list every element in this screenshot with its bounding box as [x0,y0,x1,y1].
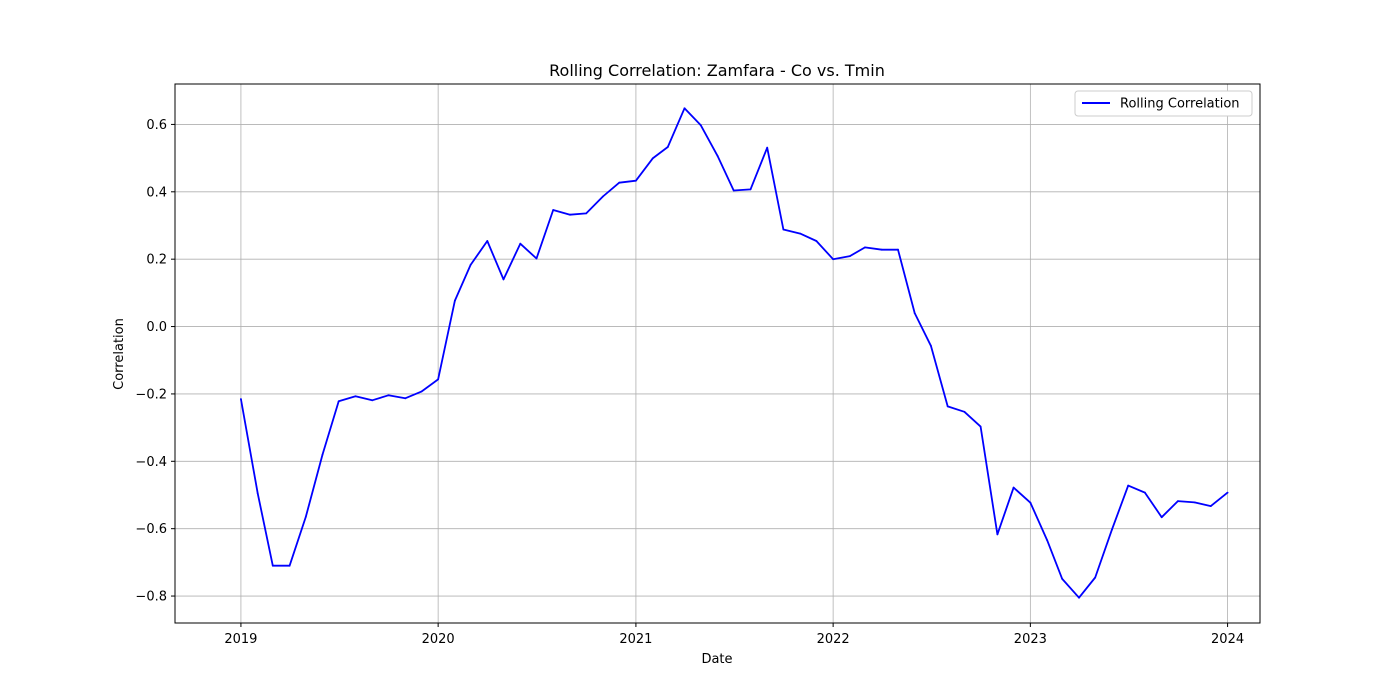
data-point [880,248,883,251]
data-point [1226,491,1229,494]
x-tick-label: 2024 [1211,632,1244,647]
data-point [832,258,834,261]
series-layer [240,107,1229,599]
data-point [815,240,818,242]
data-point [569,213,571,216]
data-point [849,255,851,257]
x-tick-label: 2023 [1014,632,1047,647]
x-tick-label: 2021 [619,632,652,647]
data-point [502,278,505,281]
x-tick-label: 2022 [817,632,850,647]
data-point [618,181,621,184]
y-tick-label: −0.2 [135,387,167,402]
y-tick-label: 0.2 [146,253,167,268]
x-axis-title: Date [701,652,732,667]
data-point [1111,528,1113,531]
x-tick-label: 2019 [224,632,257,647]
data-point [1160,516,1163,519]
y-axis-title: Correlation [112,318,127,390]
y-tick-label: 0.6 [146,118,167,133]
data-point [437,378,439,381]
data-point [683,107,686,110]
x-axis: 2019 2020 2021 2022 2023 2024 [224,623,1244,647]
data-point [519,242,522,245]
data-point [766,146,769,149]
grid [175,84,1260,623]
data-point [979,425,982,428]
data-point [486,240,489,242]
data-point [963,410,966,413]
data-point [699,124,702,126]
data-point [454,299,456,302]
chart-title: Rolling Correlation: Zamfara - Co vs. Tm… [549,61,885,80]
data-point [782,228,785,231]
data-point [469,264,472,266]
legend-label: Rolling Correlation [1120,97,1240,112]
data-point [1029,501,1032,504]
data-point [321,453,324,456]
data-point [535,257,538,260]
data-point [1209,505,1212,507]
legend: Rolling Correlation [1074,90,1253,117]
data-point [552,209,555,211]
data-point [354,395,357,398]
data-point [288,564,291,567]
data-point [585,212,588,215]
data-point [387,394,390,397]
y-tick-label: 0.0 [146,320,167,335]
data-point [371,399,374,402]
data-point [337,400,340,403]
data-point [420,390,423,393]
y-axis: −0.8 −0.6 −0.4 −0.2 0.0 0.2 0.4 0.6 [135,118,175,605]
data-point [271,564,274,567]
data-point [946,405,949,408]
data-point [716,154,719,157]
data-point [666,146,669,148]
data-point [913,312,916,314]
data-point [1144,491,1146,494]
data-point [996,533,999,536]
plot-frame [174,83,1261,624]
data-point [1046,539,1048,541]
data-point [799,232,802,235]
y-tick-label: −0.8 [135,590,167,605]
data-point [1078,596,1080,599]
y-tick-label: −0.4 [135,455,167,470]
data-point [1061,578,1064,580]
data-point [256,492,259,495]
y-tick-label: −0.6 [135,522,167,537]
data-point [602,195,604,198]
data-point [930,344,932,347]
data-point [732,189,735,192]
data-point [897,248,899,251]
data-point [1127,484,1130,487]
data-point [651,157,654,160]
data-point [1012,486,1015,489]
data-point [864,246,866,249]
data-point [635,179,637,182]
data-point [1094,576,1097,579]
data-point [404,397,407,400]
y-tick-label: 0.4 [146,185,167,200]
data-point [240,398,242,400]
x-tick-label: 2020 [422,632,455,647]
data-point [1193,501,1196,504]
plot-area [175,84,1260,623]
data-point [1177,500,1179,502]
data-point [304,516,307,518]
legend-box [1074,90,1253,117]
data-point [749,188,752,191]
